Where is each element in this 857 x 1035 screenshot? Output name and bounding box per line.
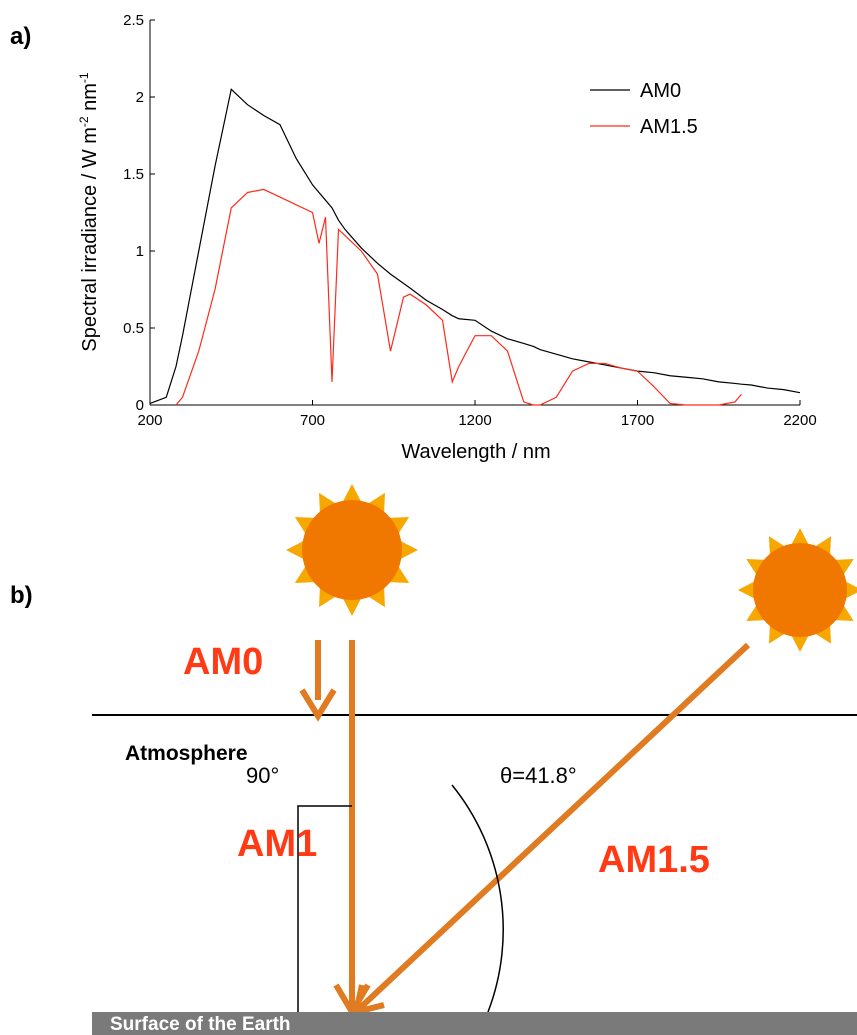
legend-label: AM1.5: [640, 116, 698, 138]
arrow-am15: [357, 642, 751, 1011]
am15-label: AM1.5: [598, 839, 710, 881]
sun-disk: [753, 543, 847, 637]
arrows: [299, 640, 751, 1018]
y-label-sup: -1: [77, 72, 91, 83]
series-line: [175, 188, 742, 406]
sun: [737, 527, 857, 653]
series-line: [149, 88, 801, 405]
surface-label: Surface of the Earth: [110, 1014, 291, 1035]
plot: 0 0.5 1 1.5 2 2.5 200 700 1200 1700 2200 AM0 AM1.5: [123, 12, 817, 429]
angle-label: θ=41.8°: [500, 763, 577, 788]
sun: [286, 484, 418, 616]
right-angle-mark: [297, 805, 352, 1012]
y-tick-label: 2.5: [123, 12, 144, 29]
atmosphere-label: Atmosphere: [125, 742, 248, 765]
y-axis-label: Spectral irradiance / W m-2 nm-1: [77, 72, 101, 352]
right-angle-label: 90°: [246, 763, 279, 788]
y-tick-label: 0: [136, 397, 144, 414]
y-label-sup: -2: [77, 116, 91, 127]
y-label-text: nm: [79, 83, 101, 116]
y-tick-label: 2: [136, 89, 144, 106]
x-tick-label: 2200: [783, 412, 816, 429]
y-tick-label: 1.5: [123, 166, 144, 183]
panel-label: b): [10, 582, 33, 609]
panel-label: a): [10, 23, 31, 50]
earth-surface: [92, 1012, 857, 1035]
x-tick-label: 1700: [621, 412, 654, 429]
am0-label: AM0: [183, 641, 263, 683]
angle-arc: [451, 784, 504, 1013]
am1-label: AM1: [237, 823, 317, 865]
y-tick-label: 1: [136, 243, 144, 260]
x-axis-label: Wavelength / nm: [401, 441, 550, 463]
legend-label: AM0: [640, 80, 681, 102]
y-tick-label: 0.5: [123, 320, 144, 337]
y-label-text: Spectral irradiance / W m: [79, 127, 101, 352]
sun-disk: [302, 500, 402, 600]
arrow-head: [299, 688, 337, 722]
x-tick-label: 1200: [458, 412, 491, 429]
x-tick-label: 200: [137, 412, 162, 429]
x-tick-label: 700: [300, 412, 325, 429]
